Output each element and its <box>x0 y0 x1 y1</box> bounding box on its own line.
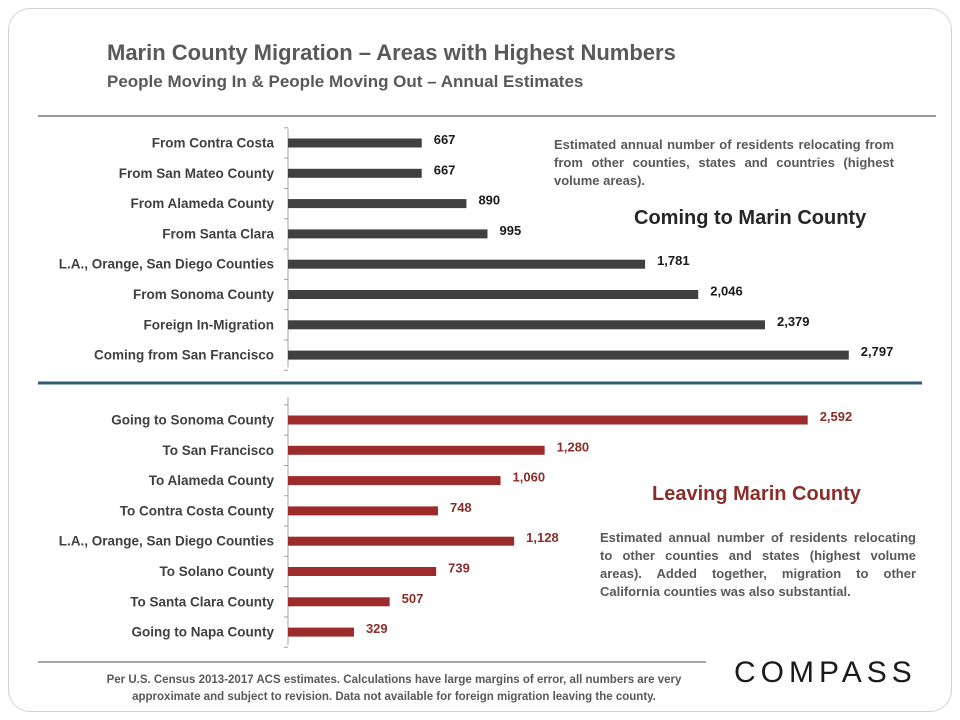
leaving-category-label: Going to Sonoma County <box>111 413 274 428</box>
coming-value-label: 2,379 <box>777 314 810 329</box>
coming-bar <box>288 138 422 148</box>
coming-category-label: From Alameda County <box>130 196 274 211</box>
leaving-bar <box>288 476 501 486</box>
coming-value-label: 667 <box>434 162 456 177</box>
leaving-note: Estimated annual number of residents rel… <box>600 530 916 599</box>
leaving-heading: Leaving Marin County <box>652 483 861 505</box>
coming-category-label: Coming from San Francisco <box>94 348 274 363</box>
coming-category-label: Foreign In-Migration <box>144 317 275 332</box>
leaving-category-label: To Solano County <box>160 564 275 579</box>
leaving-value-label: 1,280 <box>557 439 590 454</box>
coming-value-label: 995 <box>499 223 521 238</box>
leaving-value-label: 2,592 <box>820 409 853 424</box>
coming-category-label: From Contra Costa <box>152 136 275 151</box>
chart-subtitle: People Moving In & People Moving Out – A… <box>107 72 584 91</box>
leaving-bar <box>288 567 437 576</box>
coming-note: Estimated annual number of residents rel… <box>554 137 894 188</box>
compass-logo: COMPASS <box>734 656 917 689</box>
leaving-value-label: 507 <box>402 591 424 606</box>
leaving-bar <box>288 415 808 425</box>
leaving-bar <box>288 506 438 516</box>
leaving-category-label: To Contra Costa County <box>120 503 275 518</box>
coming-bar <box>288 168 422 178</box>
leaving-value-label: 1,128 <box>526 530 559 545</box>
coming-category-label: L.A., Orange, San Diego Counties <box>59 257 274 272</box>
leaving-category-label: To Alameda County <box>149 473 275 488</box>
leaving-bar <box>288 597 390 607</box>
coming-value-label: 2,797 <box>861 344 894 359</box>
coming-value-label: 890 <box>478 193 500 208</box>
coming-bar <box>288 320 765 330</box>
coming-category-label: From Sonoma County <box>133 287 274 302</box>
leaving-bar <box>288 627 354 637</box>
coming-category-label: From San Mateo County <box>119 166 275 181</box>
coming-bar <box>288 229 488 239</box>
coming-category-label: From Santa Clara <box>162 226 274 241</box>
coming-bar <box>288 259 646 269</box>
coming-value-label: 2,046 <box>710 284 743 299</box>
leaving-bar <box>288 536 515 546</box>
coming-bar <box>288 199 467 209</box>
footer-note: Per U.S. Census 2013-2017 ACS estimates.… <box>106 674 682 703</box>
leaving-category-label: Going to Napa County <box>132 625 275 640</box>
coming-value-label: 667 <box>434 132 456 147</box>
leaving-value-label: 1,060 <box>513 470 546 485</box>
coming-bar <box>288 350 849 360</box>
chart-title: Marin County Migration – Areas with High… <box>107 40 676 65</box>
coming-value-label: 1,781 <box>657 253 690 268</box>
leaving-value-label: 739 <box>448 561 470 576</box>
leaving-category-label: To San Francisco <box>162 443 274 458</box>
coming-heading: Coming to Marin County <box>634 207 867 229</box>
leaving-value-label: 329 <box>366 621 388 636</box>
coming-bar <box>288 290 699 299</box>
slide-frame <box>8 8 952 712</box>
footer-divider <box>38 661 706 663</box>
title-divider <box>38 115 936 117</box>
leaving-bar <box>288 445 545 455</box>
leaving-category-label: To Santa Clara County <box>130 594 274 609</box>
leaving-value-label: 748 <box>450 500 472 515</box>
leaving-category-label: L.A., Orange, San Diego Counties <box>59 534 274 549</box>
